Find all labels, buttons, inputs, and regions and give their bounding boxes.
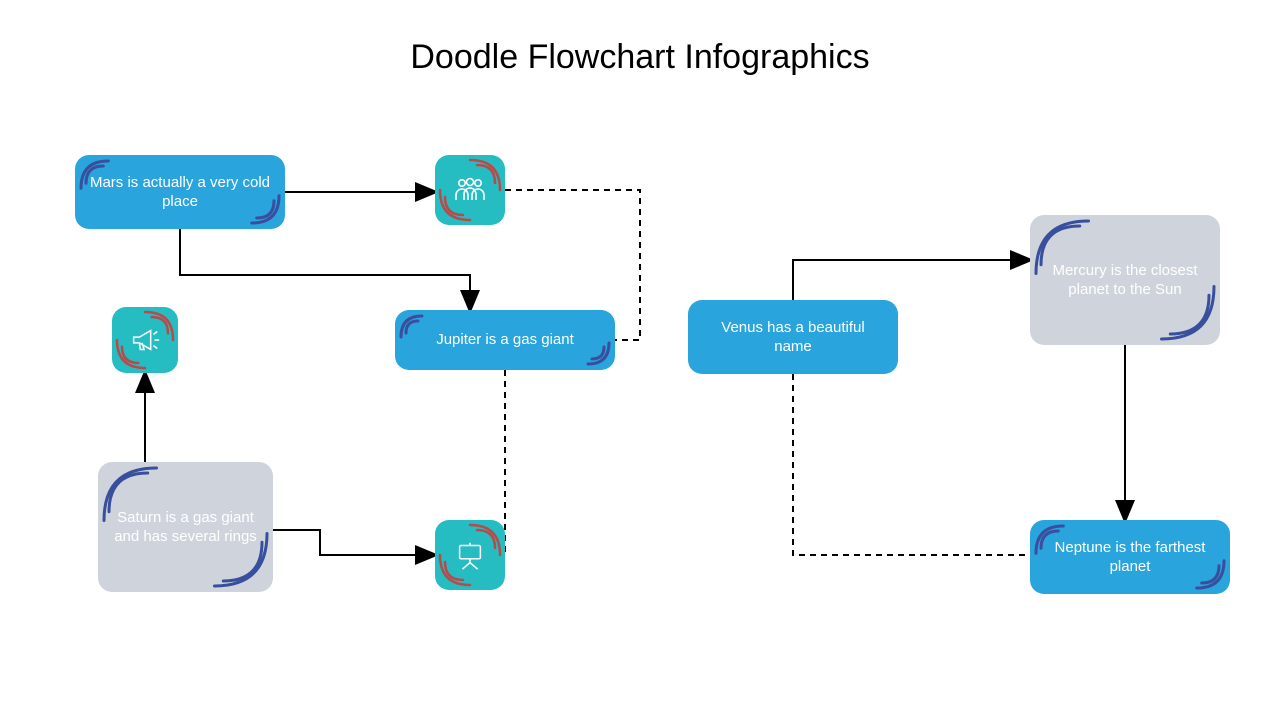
node-people <box>435 155 505 225</box>
node-label: Mercury is the closest planet to the Sun <box>1044 261 1206 300</box>
node-venus: Venus has a beautiful name <box>688 300 898 374</box>
people-icon <box>452 172 488 208</box>
node-megaphone <box>112 307 178 373</box>
node-label: Venus has a beautiful name <box>702 318 884 357</box>
node-label: Saturn is a gas giant and has several ri… <box>112 508 259 547</box>
board-icon <box>453 538 487 572</box>
node-neptune: Neptune is the farthest planet <box>1030 520 1230 594</box>
node-mars: Mars is actually a very cold place <box>75 155 285 229</box>
flowchart-stage: Mars is actually a very cold place Jupit… <box>0 0 1280 720</box>
node-saturn: Saturn is a gas giant and has several ri… <box>98 462 273 592</box>
megaphone-icon <box>128 323 162 357</box>
node-label: Jupiter is a gas giant <box>436 330 574 350</box>
node-mercury: Mercury is the closest planet to the Sun <box>1030 215 1220 345</box>
node-label: Neptune is the farthest planet <box>1044 538 1216 577</box>
node-label: Mars is actually a very cold place <box>89 173 271 212</box>
node-jupiter: Jupiter is a gas giant <box>395 310 615 370</box>
node-board <box>435 520 505 590</box>
